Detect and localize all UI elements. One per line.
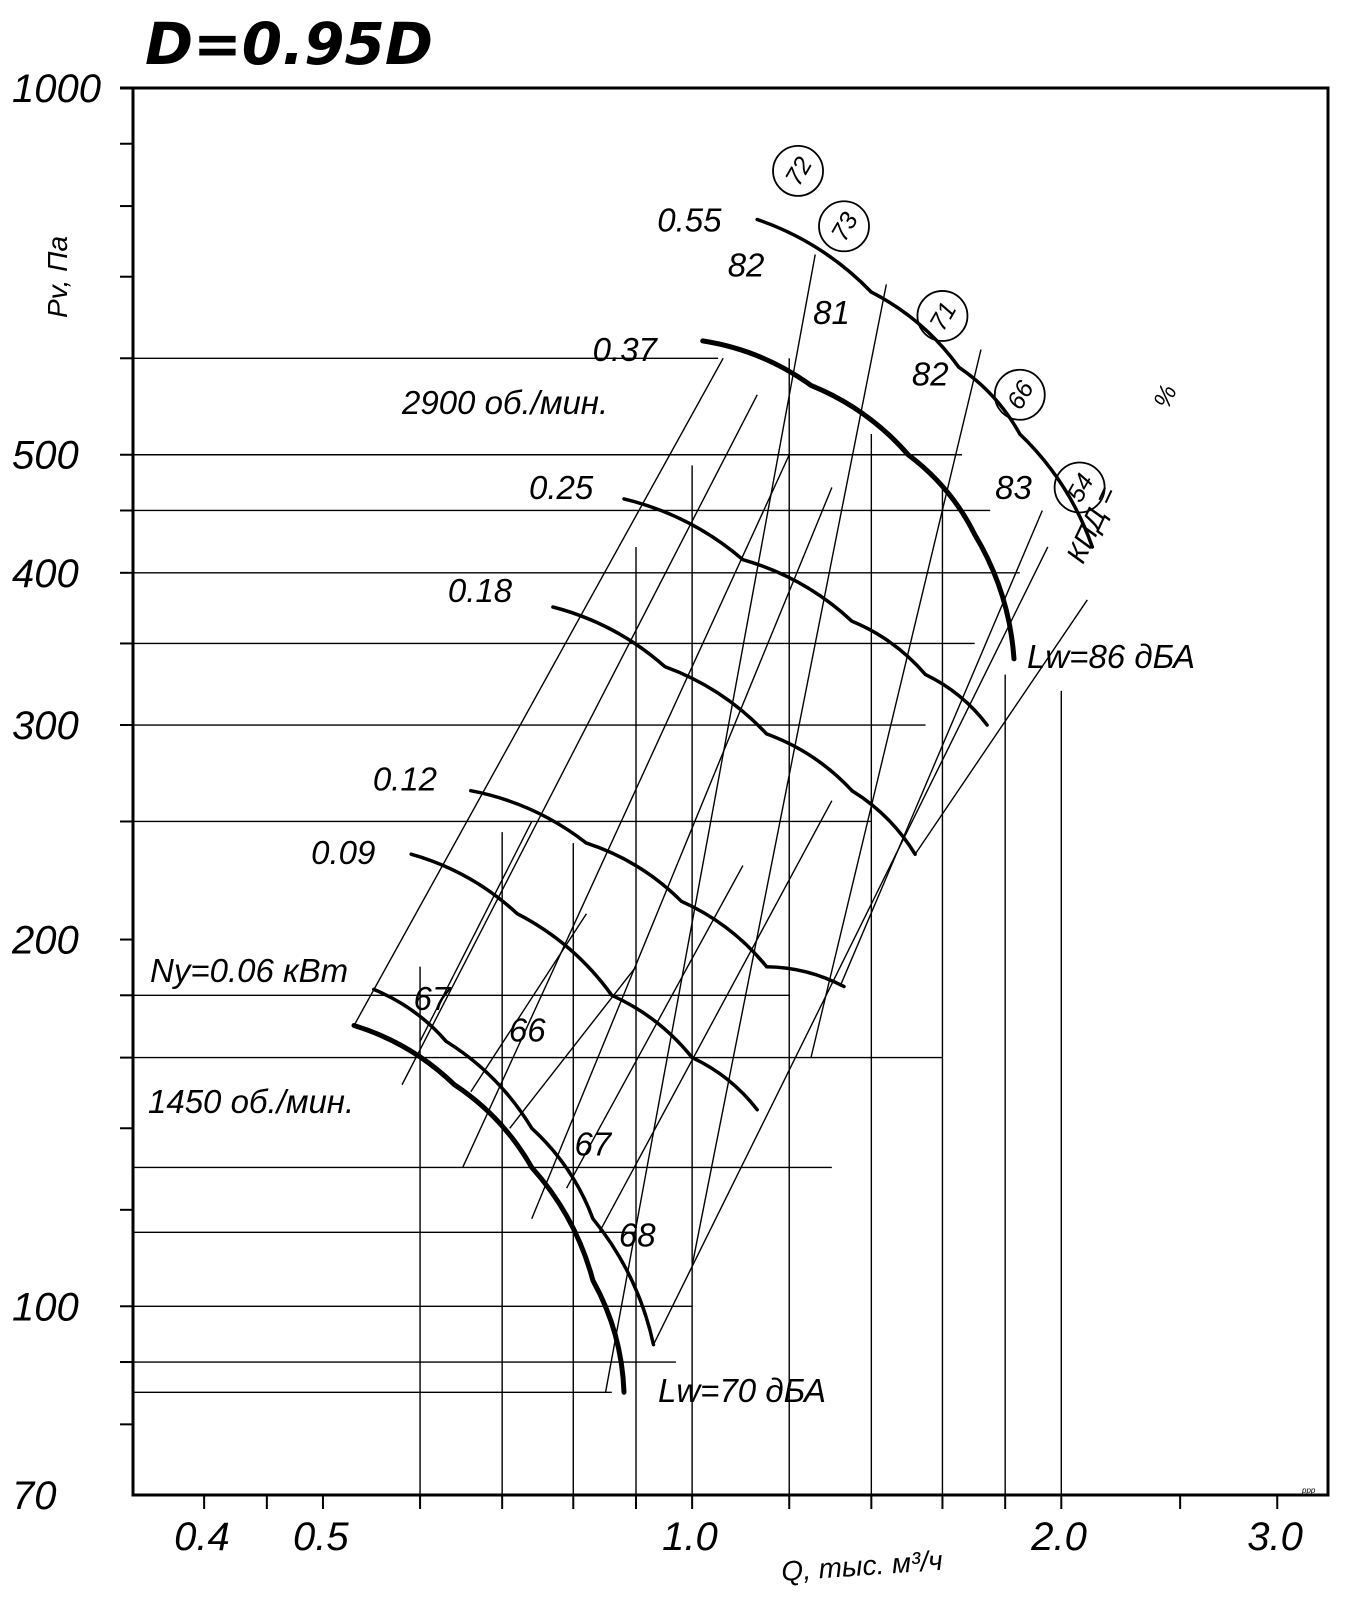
y-tick-label: 100 [12,1285,79,1329]
efficiency-grid-line [652,546,1049,1345]
y-tick-label: 300 [12,704,79,748]
power-curve [409,852,759,1112]
y-axis-ticks: 1000 500 400 300 200 100 70 [11,67,133,1518]
power-label: 0.18 [448,572,513,609]
y-tick-label: 1000 [12,67,101,111]
curve-labels: 0.55 0.37 0.25 0.18 0.12 0.09 82 81 82 83 67 66 67 68 [311,201,1032,1253]
efficiency-grid-line [604,254,816,1393]
vertical-gridlines [419,358,1062,1495]
efficiency-value: 67 [575,1125,613,1162]
efficiency-circle-label: 72 [780,152,818,190]
efficiency-grid-line [531,487,833,1219]
power-curve [755,217,1095,549]
power-curve [700,338,1017,662]
efficiency-grid-line [691,284,888,1266]
x-axis-label: Q, тыс. м³/ч [780,1545,943,1587]
x-tick-label: 3.0 [1247,1515,1303,1559]
efficiency-value: 68 [619,1216,656,1253]
efficiency-grid-line [914,599,1088,855]
power-curve [551,605,917,856]
y-tick-label: 200 [11,919,79,963]
efficiency-circle [916,290,969,342]
efficiency-circle [772,144,824,197]
speed-label-2900: 2900 об./мин. [401,384,608,421]
efficiency-circle [993,368,1046,421]
power-label: 0.25 [529,469,594,506]
plot-frame [120,86,1330,1497]
footnote-mark: ppp [1301,1486,1316,1495]
efficiency-grid-lines [353,254,1088,1393]
y-tick-label: 70 [12,1474,57,1518]
x-axis-ticks: 0.4 0.5 1.0 2.0 3.0 [174,1495,1303,1559]
y-tick-label: 400 [12,552,79,596]
chart-title: D=0.95D [145,10,433,78]
x-tick-label: 1.0 [662,1515,718,1559]
power-curve [371,987,656,1347]
noise-label-86: Lw=86 дБА [1027,638,1195,675]
power-label: 0.37 [593,331,659,368]
efficiency-unit: % [1148,381,1183,413]
efficiency-circle [1053,461,1106,514]
power-curve [351,1023,627,1395]
power-curve [622,497,989,727]
efficiency-grid-line [839,510,1043,987]
speed-label-1450: 1450 об./мин. [148,1083,354,1120]
efficiency-value: 67 [414,980,452,1017]
x-tick-label: 0.4 [174,1515,230,1559]
efficiency-circle-label: 73 [826,208,864,246]
efficiency-value: 82 [912,355,949,392]
power-label: 0.55 [657,201,722,238]
x-tick-label: 0.5 [293,1515,349,1559]
efficiency-grid-line [598,800,833,1233]
efficiency-value: 82 [728,247,765,284]
efficiency-value: 66 [509,1011,546,1048]
efficiency-grid-line [419,821,533,1042]
plot-border [131,86,1330,1497]
power-curves [351,217,1095,1395]
efficiency-circle-label: 66 [1002,376,1040,414]
efficiency-grid-line [462,454,790,1168]
efficiency-grid-line [509,966,637,1129]
power-label: 0.12 [373,761,437,798]
efficiency-grid-line [401,394,758,1086]
x-tick-label: 2.0 [1030,1515,1087,1559]
noise-label-70: Lw=70 дБА [658,1372,826,1409]
power-label-006: Ny=0.06 кВт [150,952,348,989]
power-curve [469,788,846,989]
efficiency-grid-line [810,349,982,1058]
y-axis-label: Pv, Па [42,236,73,318]
horizontal-gridlines [133,357,1020,1393]
power-label: 0.09 [311,834,375,871]
efficiency-circle-label: 71 [924,297,962,335]
efficiency-grid-line [353,357,724,1026]
efficiency-grid-line [470,913,588,1093]
efficiency-value: 83 [995,469,1032,506]
efficiency-circle [818,200,870,253]
y-tick-label: 500 [12,434,79,478]
efficiency-value: 81 [813,294,850,331]
